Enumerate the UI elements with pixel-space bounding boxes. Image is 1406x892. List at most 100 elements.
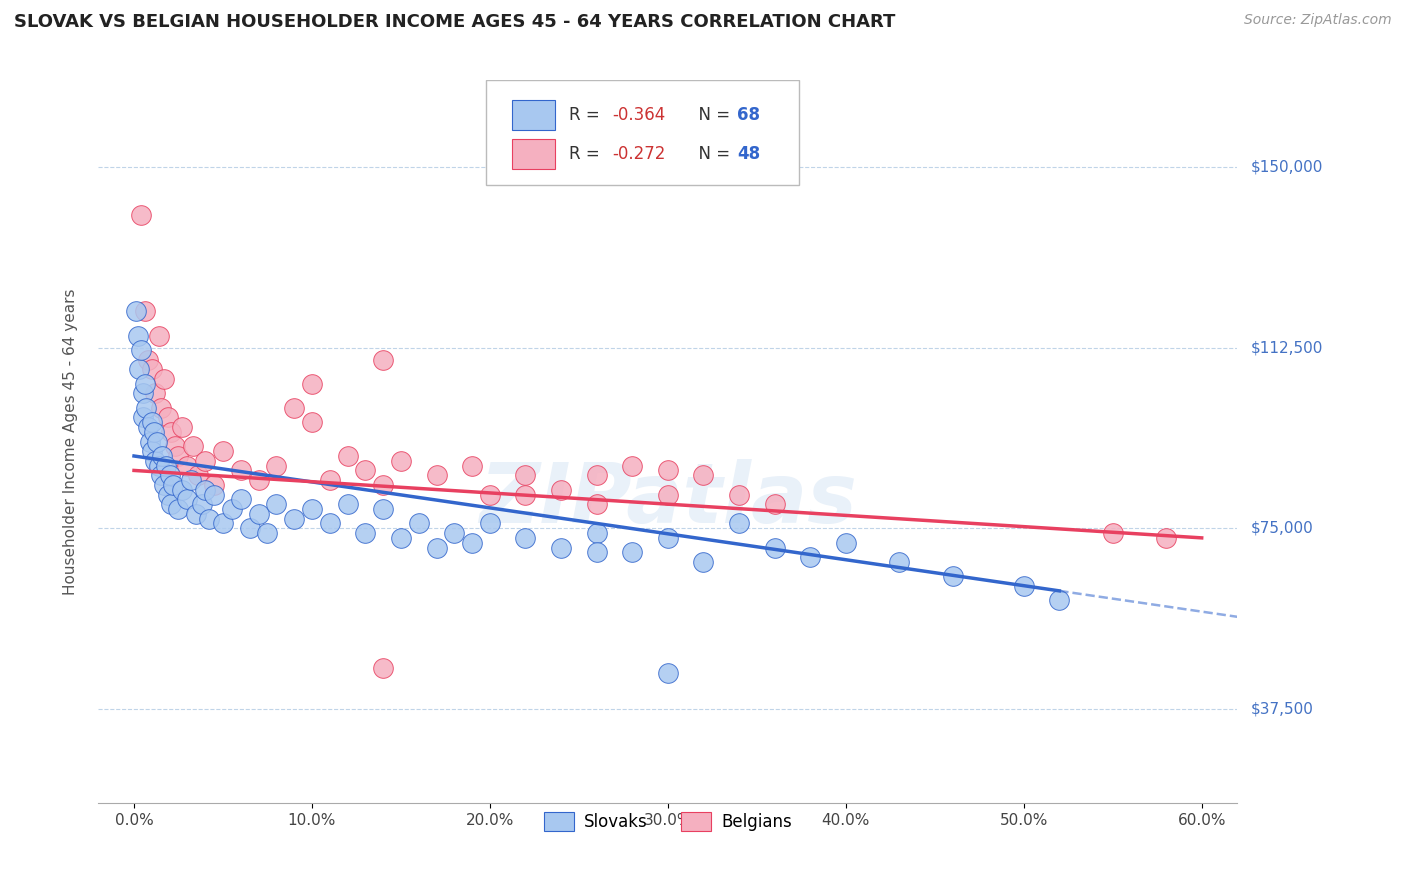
FancyBboxPatch shape [512,139,555,169]
Point [153,478,176,492]
Text: R =: R = [569,145,605,163]
Point [194,454,217,468]
Point [1047,593,1070,607]
Point [202,478,225,492]
Point [134,304,156,318]
Point [763,497,786,511]
Point [139,434,162,449]
Point [585,545,607,559]
Point [336,449,359,463]
Point [266,497,288,511]
Point [132,386,155,401]
Point [373,661,395,675]
Point [186,507,208,521]
Point [148,328,170,343]
Point [162,478,184,492]
Text: N =: N = [689,145,735,163]
Point [146,434,169,449]
Text: -0.364: -0.364 [612,106,665,124]
Text: $75,000: $75,000 [1251,521,1315,536]
Point [835,535,858,549]
Point [247,473,270,487]
Point [145,386,167,401]
Text: $37,500: $37,500 [1251,701,1315,716]
Point [425,468,447,483]
Point [550,483,572,497]
Point [585,526,607,541]
FancyBboxPatch shape [512,101,555,129]
Point [156,487,179,501]
Point [425,541,447,555]
Point [373,478,395,492]
Point [585,468,607,483]
Text: N =: N = [689,106,735,124]
Point [176,492,198,507]
Point [149,401,172,415]
Point [657,531,679,545]
Point [167,449,190,463]
Point [190,497,212,511]
Point [187,468,209,483]
Text: $112,500: $112,500 [1251,340,1323,355]
Point [354,526,377,541]
Point [728,487,751,501]
Point [283,401,305,415]
Point [443,526,465,541]
Point [515,531,537,545]
Point [621,545,644,559]
Point [135,401,157,415]
Point [728,516,751,531]
Point [239,521,262,535]
Point [170,420,193,434]
Point [1012,579,1035,593]
Point [319,473,342,487]
Point [478,516,501,531]
Point [212,516,235,531]
Point [354,463,377,477]
Point [127,328,149,343]
Point [160,425,183,439]
Text: ZIPatlas: ZIPatlas [479,458,856,540]
Point [159,468,181,483]
FancyBboxPatch shape [485,80,799,185]
Point [148,458,170,473]
Point [202,487,225,501]
Point [266,458,288,473]
Point [167,502,190,516]
Text: 68: 68 [737,106,761,124]
Point [141,415,163,429]
Point [515,468,537,483]
Point [134,376,156,391]
Point [212,444,235,458]
Point [125,304,148,318]
Point [176,458,198,473]
Point [160,497,183,511]
Point [128,362,150,376]
Point [141,362,163,376]
Point [142,425,165,439]
Point [301,415,323,429]
Point [301,502,323,516]
Point [550,541,572,555]
Point [129,208,152,222]
Point [461,535,484,549]
Point [585,497,607,511]
Point [141,444,163,458]
Point [373,502,395,516]
Point [155,458,177,473]
Point [145,454,167,468]
Point [408,516,430,531]
Point [163,439,186,453]
Point [283,511,305,525]
Point [129,343,152,357]
Text: $150,000: $150,000 [1251,160,1323,175]
Point [692,555,714,569]
Point [152,449,174,463]
Point [799,550,821,565]
Point [336,497,359,511]
Text: -0.272: -0.272 [612,145,665,163]
Point [170,483,193,497]
Legend: Slovaks, Belgians: Slovaks, Belgians [537,805,799,838]
Point [301,376,323,391]
Point [515,487,537,501]
